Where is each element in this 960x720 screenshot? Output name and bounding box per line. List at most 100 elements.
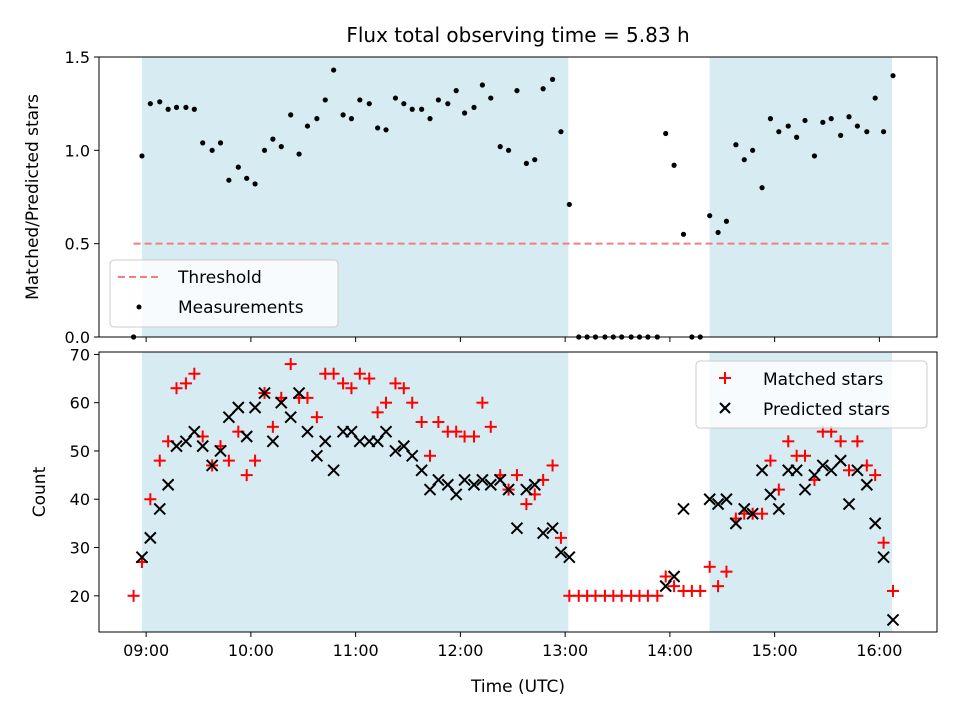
- measurement-point-73: [767, 116, 774, 122]
- matched-point-61: [659, 570, 672, 583]
- predicted-point-59: [755, 464, 769, 477]
- measurement-point-78: [811, 153, 818, 159]
- matched-point-37: [450, 425, 463, 438]
- predicted-point-48: [554, 546, 568, 559]
- measurement-point-82: [846, 114, 852, 120]
- measurement-point-6: [183, 104, 189, 110]
- matched-point-68: [720, 565, 733, 578]
- top-y-tick-label-3: 1.5: [65, 48, 90, 67]
- matched-point-81: [834, 435, 847, 448]
- x-tick-label-5: 14:00: [647, 641, 693, 660]
- measurement-point-27: [366, 101, 372, 107]
- predicted-point-17: [284, 410, 297, 424]
- predicted-point-22: [327, 464, 340, 477]
- matched-point-49: [554, 531, 567, 544]
- matched-point-33: [415, 416, 428, 428]
- predicted-point-53: [703, 493, 716, 506]
- bottom-y-tick-label-1: 30: [70, 539, 90, 558]
- predicted-point-60: [764, 488, 777, 501]
- matched-point-66: [703, 560, 716, 573]
- measurement-points: [130, 67, 896, 340]
- predicted-point-45: [528, 478, 541, 491]
- ratio-panel: 0.0 0.5 1.0 1.5 Flux total observing time =…: [23, 23, 938, 347]
- matched-point-31: [397, 382, 410, 395]
- measurement-point-70: [741, 157, 747, 163]
- measurement-point-72: [759, 185, 765, 191]
- measurement-point-50: [566, 201, 572, 208]
- predicted-point-44: [520, 483, 533, 496]
- predicted-point-34: [432, 473, 445, 487]
- measurement-point-77: [802, 117, 808, 124]
- matched-point-65: [694, 584, 707, 597]
- measurement-point-18: [288, 112, 294, 118]
- measurement-point-81: [838, 132, 844, 138]
- top-y-axis-label: Matched/Predicted stars: [23, 94, 43, 300]
- matched-point-27: [363, 372, 376, 385]
- predicted-point-25: [353, 435, 367, 448]
- measurement-point-84: [864, 129, 870, 135]
- matched-point-72: [756, 507, 769, 520]
- matched-point-48: [546, 459, 559, 472]
- measurement-point-26: [357, 97, 363, 103]
- x-axis-label: Time (UTC): [470, 677, 565, 697]
- matched-point-18: [284, 358, 297, 371]
- predicted-point-14: [258, 386, 271, 400]
- predicted-point-74: [886, 613, 900, 627]
- measurement-point-9: [209, 147, 215, 153]
- measurement-point-8: [200, 140, 206, 146]
- measurement-point-41: [488, 95, 494, 101]
- matched-point-0: [127, 589, 140, 602]
- matched-point-83: [851, 435, 864, 448]
- predicted-point-2: [153, 502, 166, 516]
- measurement-point-22: [322, 97, 328, 103]
- measurement-point-86: [880, 129, 887, 135]
- predicted-point-51: [667, 570, 681, 583]
- predicted-point-7: [196, 439, 209, 453]
- measurement-point-36: [445, 101, 451, 107]
- measurement-point-4: [165, 106, 171, 112]
- matched-point-82: [843, 464, 856, 477]
- predicted-point-68: [834, 454, 847, 467]
- measurement-point-67: [715, 229, 721, 236]
- legend-matched-label: Matched stars: [763, 370, 883, 390]
- predicted-point-15: [266, 435, 280, 448]
- measurement-point-37: [453, 88, 459, 94]
- legend-threshold-label: Threshold: [177, 268, 262, 288]
- predicted-point-18: [292, 386, 306, 400]
- measurement-point-62: [671, 162, 677, 168]
- observing-window-top-1: [709, 57, 892, 337]
- measurement-point-46: [532, 157, 538, 163]
- predicted-point-8: [205, 459, 219, 472]
- measurement-point-39: [471, 104, 477, 110]
- x-tick-label-7: 16:00: [856, 641, 902, 660]
- predicted-point-55: [720, 493, 733, 506]
- x-tick-label-3: 12:00: [437, 641, 483, 660]
- matched-point-39: [468, 430, 481, 443]
- measurement-point-30: [392, 95, 399, 101]
- predicted-point-40: [484, 478, 497, 491]
- measurement-point-63: [680, 231, 687, 237]
- x-tick-label-0: 09:00: [123, 641, 169, 660]
- predicted-point-13: [248, 401, 262, 414]
- measurement-point-44: [514, 88, 520, 94]
- bottom-legend: Matched stars Predicted stars: [695, 360, 928, 429]
- matched-point-87: [887, 584, 900, 597]
- matched-point-5: [170, 382, 183, 395]
- measurement-point-83: [854, 123, 860, 129]
- measurement-point-12: [235, 164, 241, 170]
- predicted-point-11: [232, 401, 245, 414]
- predicted-point-69: [842, 497, 856, 511]
- measurement-point-5: [173, 104, 180, 110]
- measurement-point-34: [427, 116, 433, 122]
- bottom-legend-box: [695, 360, 928, 429]
- matched-point-29: [380, 396, 393, 409]
- predicted-point-6: [188, 425, 201, 438]
- legend-measurements-label: Measurements: [178, 298, 304, 318]
- legend-predicted-swatch: [719, 402, 731, 414]
- x-tick-label-2: 11:00: [333, 641, 379, 660]
- predicted-point-9: [214, 444, 227, 458]
- measurement-point-32: [409, 106, 415, 112]
- predicted-point-63: [790, 464, 803, 477]
- matched-point-28: [371, 406, 384, 419]
- matched-point-30: [389, 377, 402, 390]
